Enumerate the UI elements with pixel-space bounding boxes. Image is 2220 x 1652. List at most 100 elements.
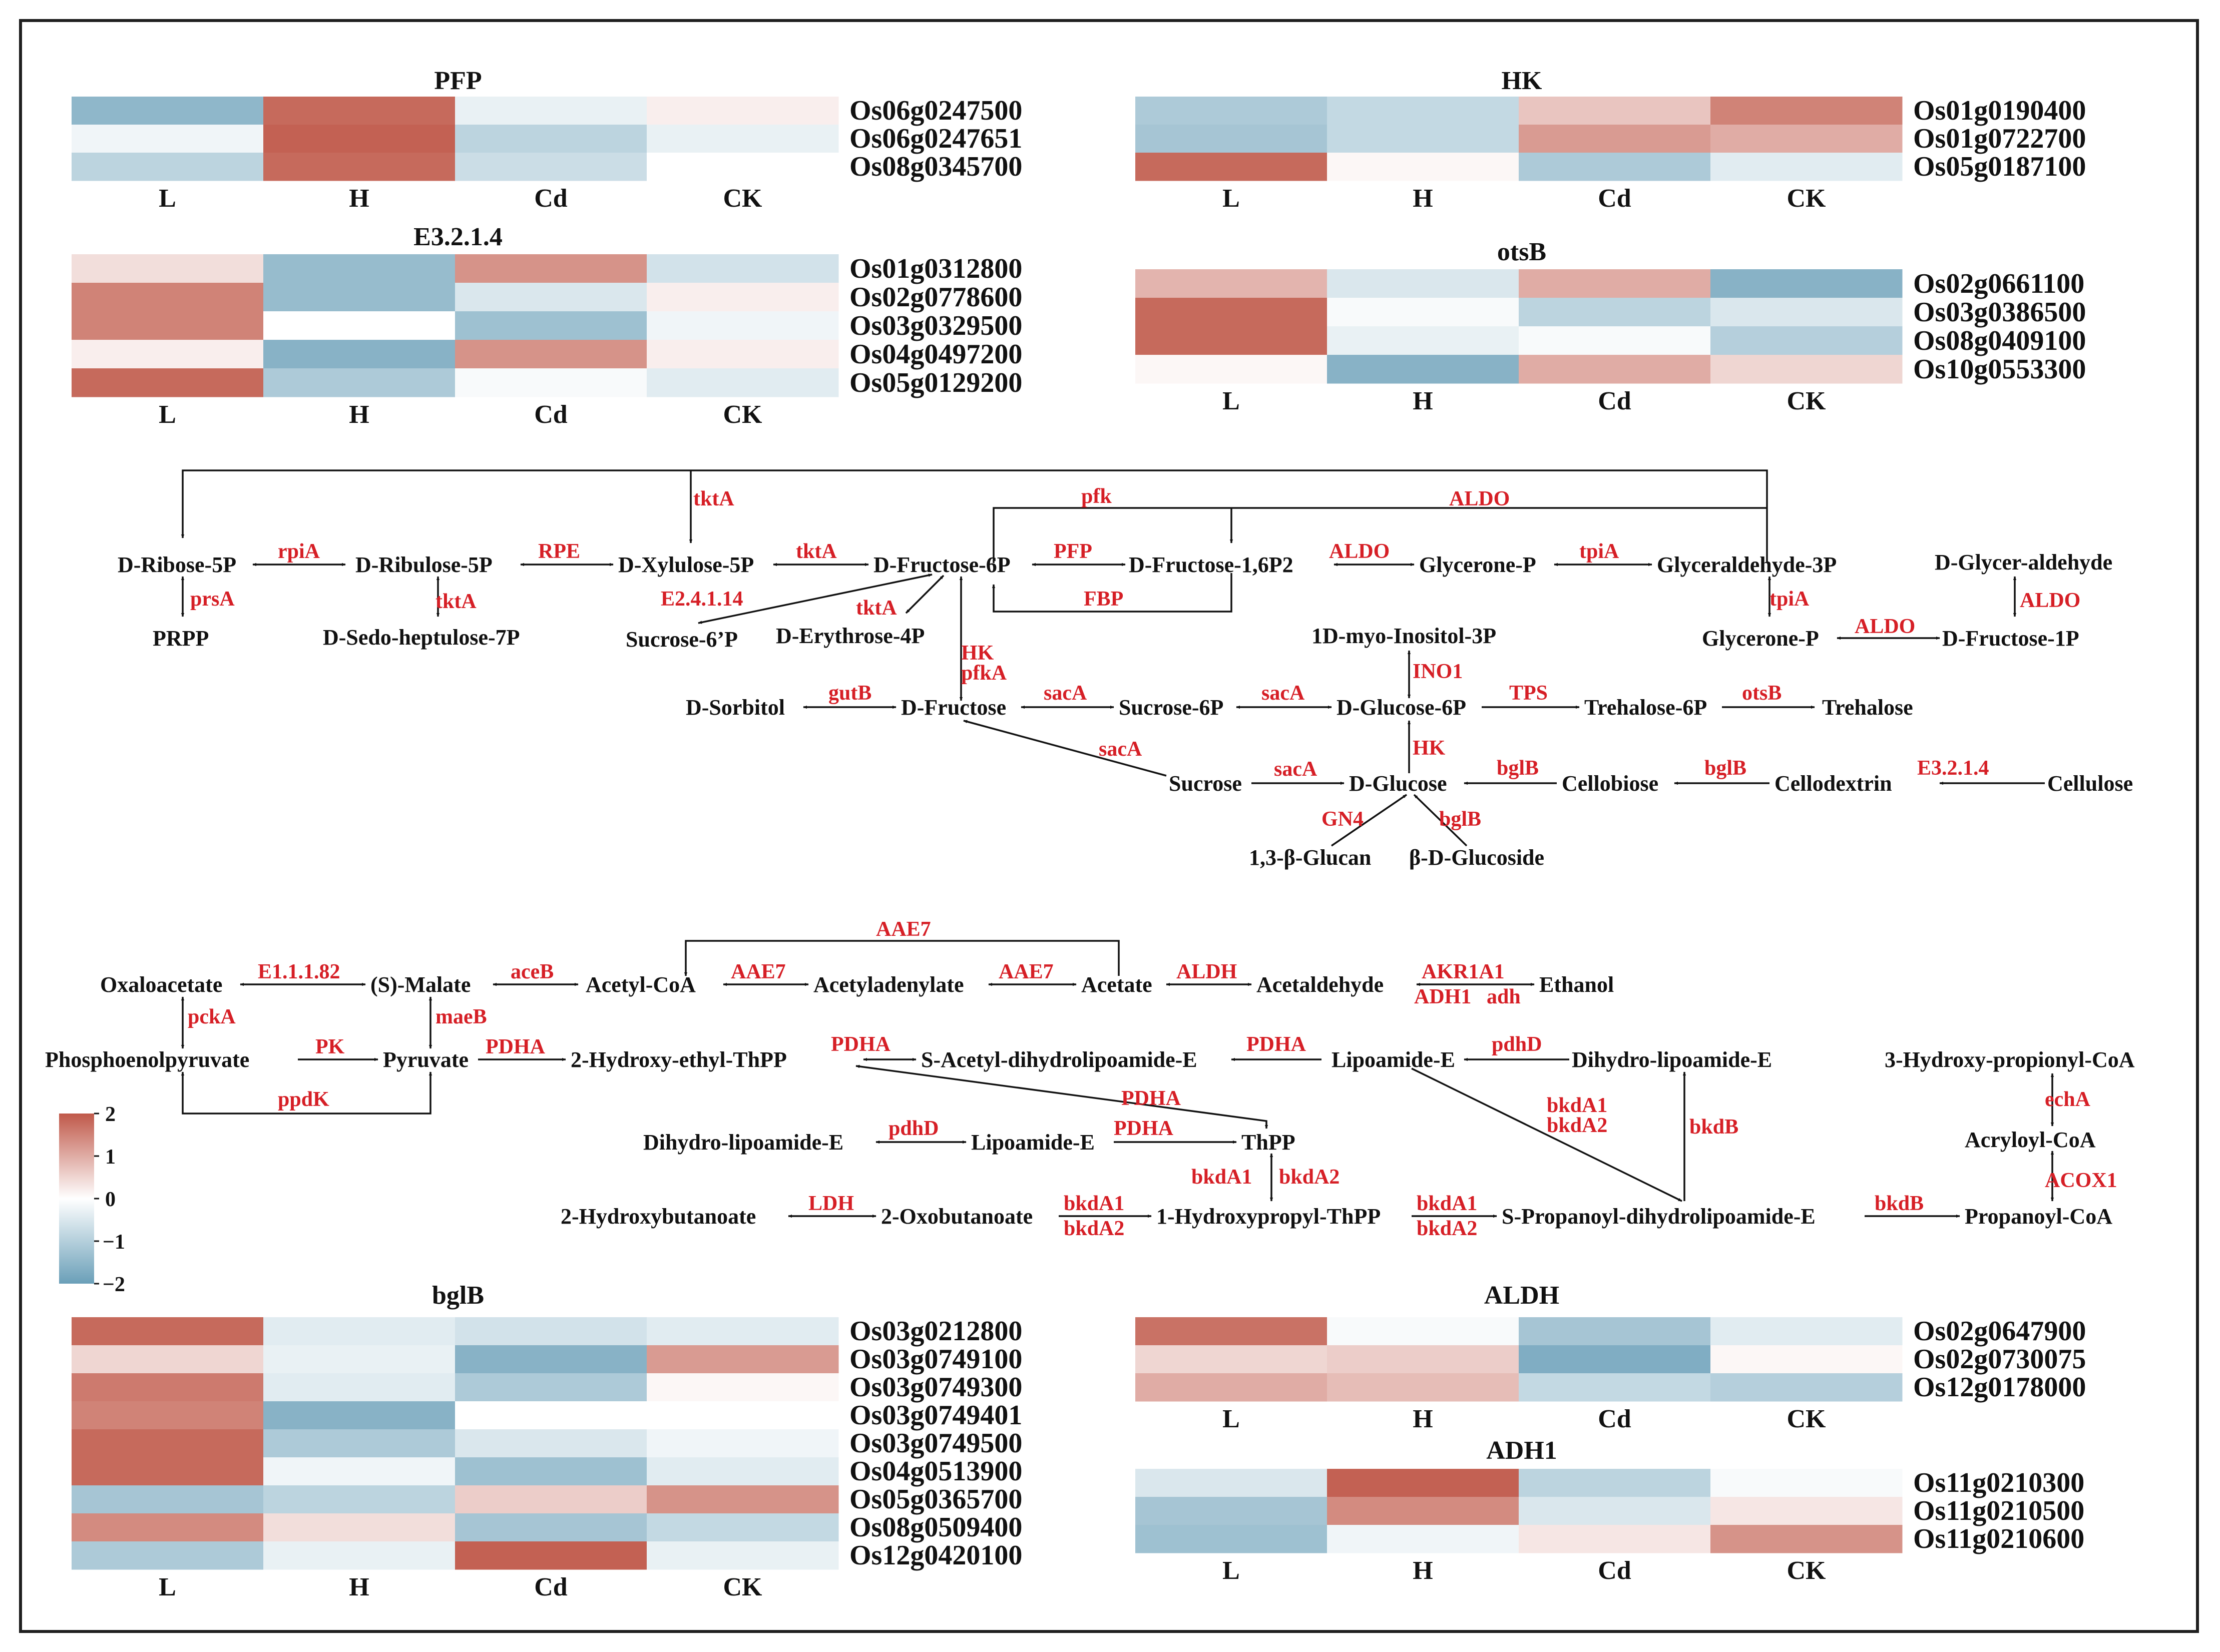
heatmap-cell	[1710, 269, 1903, 298]
node-2-oxobutanoate: 2-Oxobutanoate	[881, 1204, 1033, 1229]
condition-label: CK	[1787, 387, 1827, 415]
node-trehalose-6p: Trehalose-6P	[1584, 695, 1707, 720]
heatmap-cell	[1327, 153, 1519, 181]
heatmap-cell	[455, 1401, 647, 1430]
condition-label: H	[1413, 184, 1433, 213]
enzyme-bglb: bglB	[1704, 757, 1746, 780]
node-dihydro-lipoamide-e: Dihydro-lipoamide-E	[643, 1130, 843, 1155]
heatmap-cell	[72, 97, 264, 125]
node-acetate: Acetate	[1081, 972, 1152, 997]
gene-label: Os02g0730075	[1913, 1344, 2086, 1375]
gene-label: Os04g0513900	[849, 1456, 1022, 1487]
node-d-glyceraldehyde: D-Glycer-aldehyde	[1935, 550, 2112, 575]
enzyme-ppdk: ppdK	[278, 1088, 329, 1111]
node-lipoamide-e: Lipoamide-E	[971, 1130, 1095, 1155]
heatmap-cell	[647, 125, 839, 153]
gene-label: Os02g0647900	[1913, 1316, 2086, 1347]
heatmap-cell	[1710, 1525, 1903, 1553]
condition-label: L	[1222, 1556, 1240, 1585]
condition-label: Cd	[1598, 1556, 1631, 1585]
heatmap-cell	[72, 340, 264, 369]
heatmap-cell	[1710, 1469, 1903, 1497]
enzyme-bkda1: bkdA1	[1417, 1192, 1477, 1215]
heatmap-cell	[72, 1457, 264, 1486]
gene-label: Os05g0187100	[1913, 151, 2086, 182]
gene-label: Os11g0210500	[1913, 1495, 2084, 1526]
heatmap-cell	[1519, 1525, 1711, 1553]
enzyme-pcka: pckA	[188, 1005, 236, 1028]
heatmap-cell	[1327, 1525, 1519, 1553]
enzyme-tkta: tktA	[856, 597, 897, 620]
heatmap-cell	[1519, 269, 1711, 298]
heatmap-cell	[1135, 153, 1327, 181]
node-2-hydroxybutanoate: 2-Hydroxybutanoate	[561, 1204, 756, 1229]
heatmap-cell	[647, 311, 839, 340]
enzyme-hk: HK	[1413, 737, 1446, 760]
condition-label: Cd	[1598, 387, 1631, 415]
node-d-glucose: D-Glucose	[1349, 771, 1447, 796]
node-phosphoenolpyruvate: Phosphoenolpyruvate	[45, 1047, 249, 1072]
node-2-hydroxy-ethyl-thpp: 2-Hydroxy-ethyl-ThPP	[571, 1047, 787, 1072]
heatmap-cell	[263, 97, 456, 125]
heatmap-cell	[647, 1373, 839, 1402]
node-dihydro-lipoamide-e: Dihydro-lipoamide-E	[1572, 1047, 1772, 1072]
enzyme-e3214: E3.2.1.4	[1917, 757, 1989, 780]
node-s-malate: (S)-Malate	[370, 972, 471, 997]
gene-label: Os03g0749100	[849, 1344, 1022, 1375]
condition-label: CK	[1787, 184, 1827, 213]
heatmap-cell	[72, 368, 264, 397]
gene-label: Os01g0722700	[1913, 123, 2086, 154]
heatmap-cell	[1710, 1373, 1903, 1402]
node-d-fructose-16p2: D-Fructose-1,6P2	[1129, 553, 1293, 577]
bglb-heatmap: Os03g0212800Os03g0749100Os03g0749300Os03…	[72, 1316, 1022, 1601]
gene-label: Os11g0210600	[1913, 1523, 2084, 1554]
node-thpp: ThPP	[1241, 1130, 1295, 1155]
heatmap-cell	[72, 1317, 264, 1346]
enzyme-e11182: E1.1.1.82	[258, 960, 340, 983]
heatmap-cell	[263, 1457, 456, 1486]
enzyme-tpia: tpiA	[1579, 540, 1619, 563]
heatmap-cell	[1327, 1373, 1519, 1402]
heatmap-cell	[647, 1457, 839, 1486]
node-oxaloacetate: Oxaloacetate	[100, 972, 222, 997]
heatmap-cell	[1519, 1497, 1711, 1525]
heatmap-cell	[1135, 97, 1327, 125]
heatmap-cell	[1327, 1469, 1519, 1497]
node-pyruvate: Pyruvate	[383, 1047, 469, 1072]
enzyme-rpia: rpiA	[278, 540, 320, 563]
condition-label: Cd	[534, 1573, 568, 1601]
gene-label: Os05g0365700	[849, 1484, 1022, 1515]
heatmap-cell	[455, 1513, 647, 1542]
enzyme-aldo: ALDO	[1855, 615, 1915, 638]
condition-label: H	[1413, 1405, 1433, 1433]
colorbar-gradient	[59, 1114, 94, 1284]
enzyme-aldh: ALDH	[1176, 960, 1237, 983]
heatmap-cell	[455, 254, 647, 283]
heatmap-cell	[1519, 1469, 1711, 1497]
heatmap-cell	[263, 1401, 456, 1430]
adh1-heatmap-title: ADH1	[1486, 1436, 1557, 1465]
heatmap-cell	[1327, 97, 1519, 125]
enzyme-rpe: RPE	[538, 540, 580, 563]
heatmap-cell	[1710, 355, 1903, 384]
enzyme-saca: sacA	[1261, 682, 1305, 705]
enzyme-pdha: PDHA	[1114, 1117, 1174, 1140]
heatmap-cell	[72, 1373, 264, 1402]
enzyme-tkta: tktA	[693, 487, 734, 510]
enzyme-bkda1: bkdA1	[1191, 1166, 1252, 1189]
node-d-sedo-heptulose-7p: D-Sedo-heptulose-7P	[323, 625, 520, 650]
heatmap-cell	[455, 1541, 647, 1570]
heatmap-cell	[263, 311, 456, 340]
condition-label: H	[349, 1573, 369, 1601]
node-sucrose-6prime: Sucrose-6’P	[626, 627, 738, 652]
enzyme-aceb: aceB	[511, 960, 554, 983]
pathway-arrows-bottom	[181, 940, 2054, 1218]
node-s-propanoyl-dihydrolipoamide-e: S-Propanoyl-dihydrolipoamide-E	[1502, 1204, 1816, 1229]
heatmap-cell	[455, 125, 647, 153]
heatmap-cell	[1327, 125, 1519, 153]
heatmap-cell	[263, 1429, 456, 1458]
heatmap-cell	[1135, 326, 1327, 355]
enzyme-fbp: FBP	[1084, 588, 1123, 611]
